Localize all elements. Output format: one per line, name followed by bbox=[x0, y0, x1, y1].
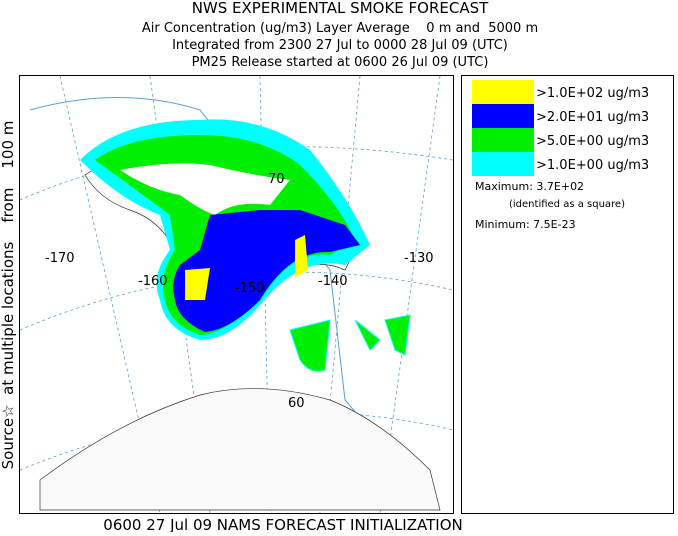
plume-high bbox=[173, 210, 360, 332]
footer: 0600 27 Jul 09 NAMS FORECAST INITIALIZAT… bbox=[103, 516, 462, 532]
clear-area bbox=[120, 163, 290, 215]
title: NWS EXPERIMENTAL SMOKE FORECAST bbox=[192, 0, 489, 17]
plume-patch bbox=[289, 314, 411, 372]
legend-label: >1.0E+00 ug/m3 bbox=[536, 158, 649, 173]
subtitle: Integrated from 2300 27 Jul to 0000 28 J… bbox=[172, 38, 508, 53]
map-label: -140 bbox=[318, 274, 348, 289]
map-label: -130 bbox=[404, 251, 434, 266]
map-label: -150 bbox=[235, 281, 265, 296]
minimum: Minimum: 7.5E-23 bbox=[475, 218, 576, 231]
map-label: -160 bbox=[138, 274, 168, 289]
legend-label: >2.0E+01 ug/m3 bbox=[536, 110, 649, 125]
subtitle: PM25 Release started at 0600 26 Jul 09 (… bbox=[192, 55, 489, 70]
legend-swatch bbox=[472, 80, 534, 104]
legend-swatch bbox=[472, 152, 534, 176]
legend: >1.0E+02 ug/m3 >2.0E+01 ug/m3 >5.0E+00 ug/… bbox=[472, 80, 649, 176]
side-label: Source☆ at multiple locations from 100 m bbox=[0, 121, 17, 470]
map-label: -170 bbox=[45, 251, 75, 266]
map-label: 70 bbox=[268, 172, 285, 187]
maximum: Maximum: 3.7E+02 bbox=[475, 180, 584, 193]
legend-swatch bbox=[472, 128, 534, 152]
subtitle: Air Concentration (ug/m3) Layer Average … bbox=[142, 21, 538, 36]
legend-swatch bbox=[472, 104, 534, 128]
legend-label: >1.0E+02 ug/m3 bbox=[536, 86, 649, 101]
plume-max bbox=[185, 235, 308, 300]
legend-label: >5.0E+00 ug/m3 bbox=[536, 134, 649, 149]
maximum-note: (identified as a square) bbox=[509, 199, 625, 210]
map-label: 60 bbox=[288, 396, 305, 411]
map-labels: -170 -160 -150 -140 -130 60 70 bbox=[45, 172, 434, 411]
